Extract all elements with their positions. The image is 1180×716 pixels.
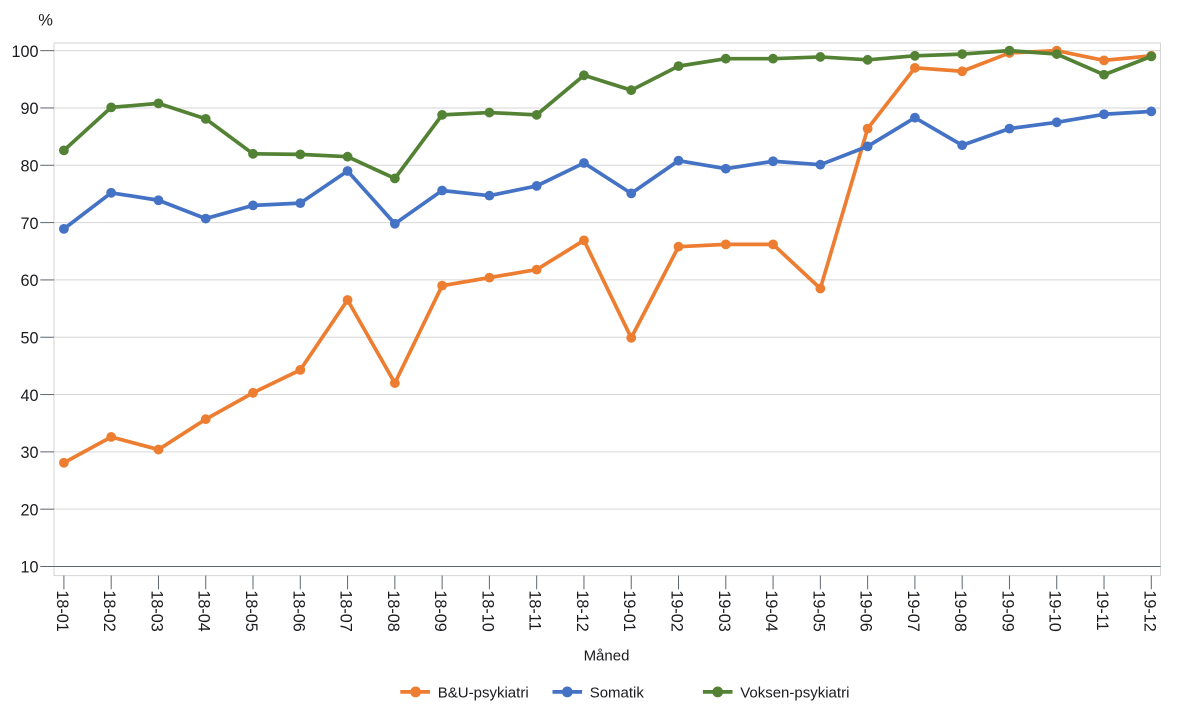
svg-text:19-07: 19-07 bbox=[904, 590, 922, 631]
svg-text:70: 70 bbox=[20, 215, 38, 233]
svg-text:30: 30 bbox=[20, 444, 38, 462]
svg-text:19-12: 19-12 bbox=[1140, 590, 1158, 631]
svg-text:10: 10 bbox=[20, 559, 38, 577]
svg-text:19-06: 19-06 bbox=[857, 590, 875, 631]
svg-text:19-08: 19-08 bbox=[951, 590, 969, 631]
svg-text:B&U-psykiatri: B&U-psykiatri bbox=[438, 685, 529, 702]
svg-text:18-05: 18-05 bbox=[242, 590, 260, 631]
svg-text:19-02: 19-02 bbox=[668, 590, 686, 631]
svg-text:18-02: 18-02 bbox=[100, 590, 118, 631]
svg-text:%: % bbox=[38, 11, 53, 29]
svg-text:19-09: 19-09 bbox=[998, 590, 1016, 631]
svg-text:40: 40 bbox=[20, 387, 38, 405]
svg-text:19-11: 19-11 bbox=[1093, 590, 1111, 630]
svg-text:19-10: 19-10 bbox=[1046, 590, 1064, 631]
svg-text:Måned: Måned bbox=[584, 647, 630, 664]
svg-text:19-04: 19-04 bbox=[762, 590, 780, 631]
svg-text:18-01: 18-01 bbox=[53, 590, 71, 631]
svg-text:18-11: 18-11 bbox=[526, 590, 544, 630]
svg-text:18-12: 18-12 bbox=[573, 590, 591, 631]
svg-text:19-01: 19-01 bbox=[620, 590, 638, 631]
svg-text:18-09: 18-09 bbox=[431, 590, 449, 631]
svg-text:100: 100 bbox=[11, 43, 38, 61]
svg-text:20: 20 bbox=[20, 501, 38, 519]
svg-text:18-08: 18-08 bbox=[384, 590, 402, 631]
svg-text:90: 90 bbox=[20, 100, 38, 118]
svg-text:Somatik: Somatik bbox=[590, 685, 645, 702]
svg-text:80: 80 bbox=[20, 157, 38, 175]
svg-text:19-03: 19-03 bbox=[715, 590, 733, 631]
svg-text:18-04: 18-04 bbox=[195, 590, 213, 631]
svg-text:18-10: 18-10 bbox=[478, 590, 496, 631]
svg-text:60: 60 bbox=[20, 272, 38, 290]
svg-text:19-05: 19-05 bbox=[809, 590, 827, 631]
svg-text:18-03: 18-03 bbox=[147, 590, 165, 631]
svg-text:18-06: 18-06 bbox=[289, 590, 307, 631]
svg-text:50: 50 bbox=[20, 329, 38, 347]
svg-text:18-07: 18-07 bbox=[337, 590, 355, 631]
svg-text:Voksen-psykiatri: Voksen-psykiatri bbox=[740, 685, 849, 702]
